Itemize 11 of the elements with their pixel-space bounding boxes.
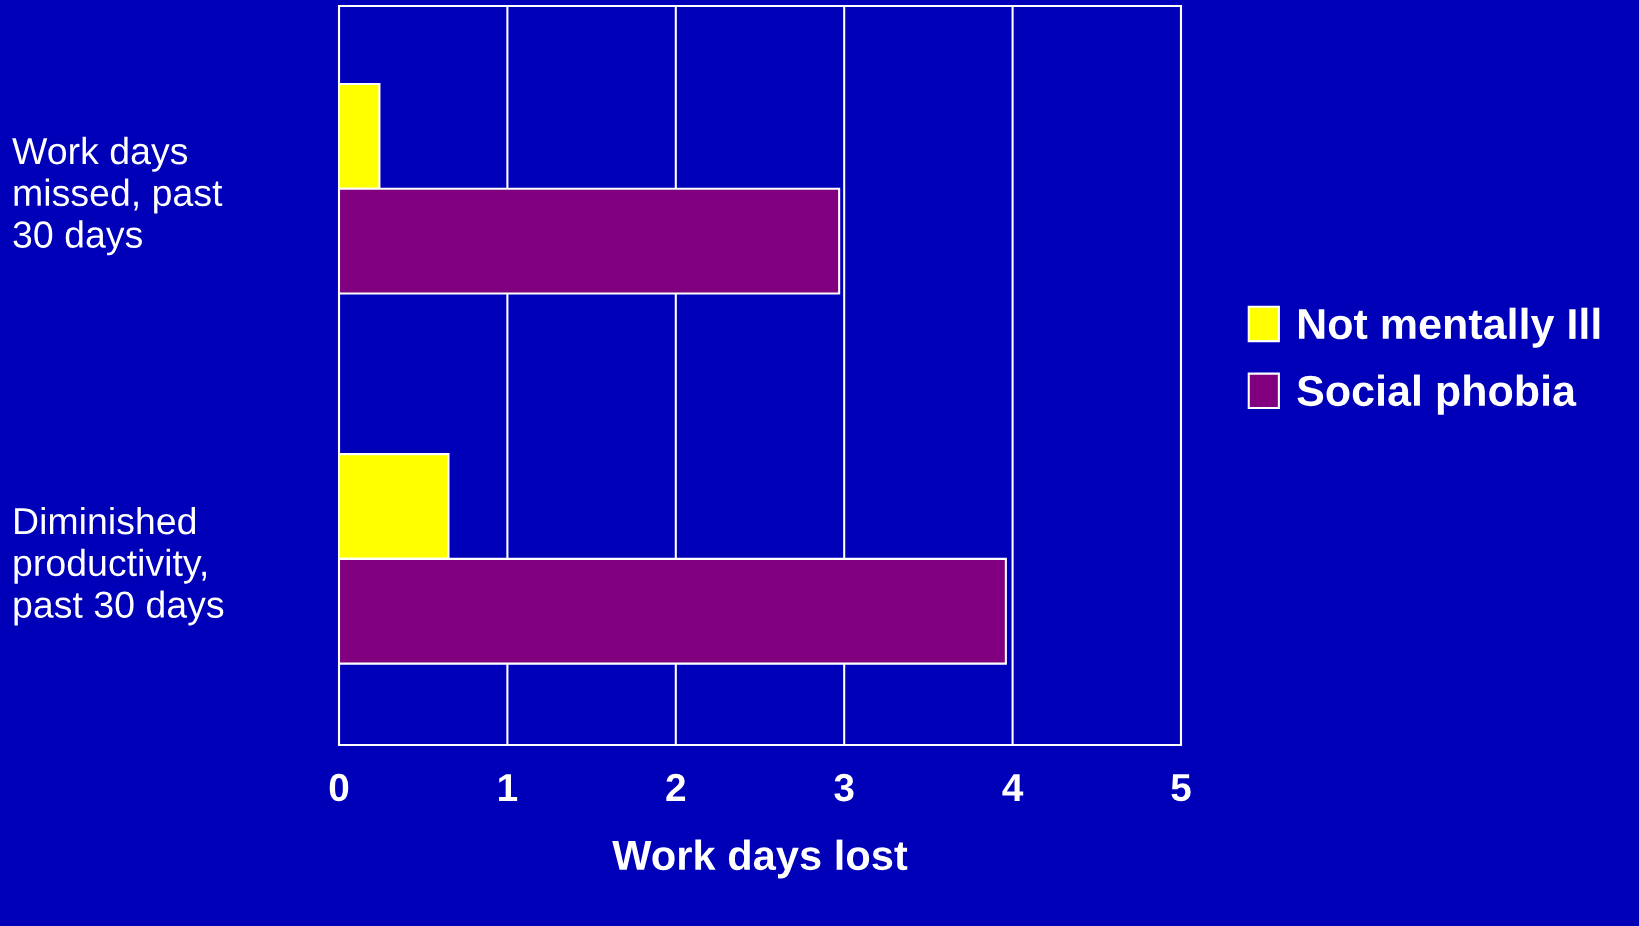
y-tick-label: Diminished productivity, past 30 days — [14, 506, 224, 626]
x-tick-label: 1 — [499, 774, 518, 801]
x-tick-label: 5 — [1171, 774, 1191, 802]
x-tick-label: 2 — [666, 773, 686, 801]
legend-label: Social phobia — [1297, 374, 1577, 415]
x-tick-label: 4 — [1002, 774, 1024, 801]
x-tick-label: 0 — [329, 773, 349, 802]
legend-label: Not mentally Ill — [1298, 307, 1600, 348]
x-tick-label: 3 — [834, 773, 854, 802]
x-axis-title: Work days lost — [612, 839, 908, 879]
y-tick-label: Work days missed, past 30 days — [12, 136, 223, 256]
